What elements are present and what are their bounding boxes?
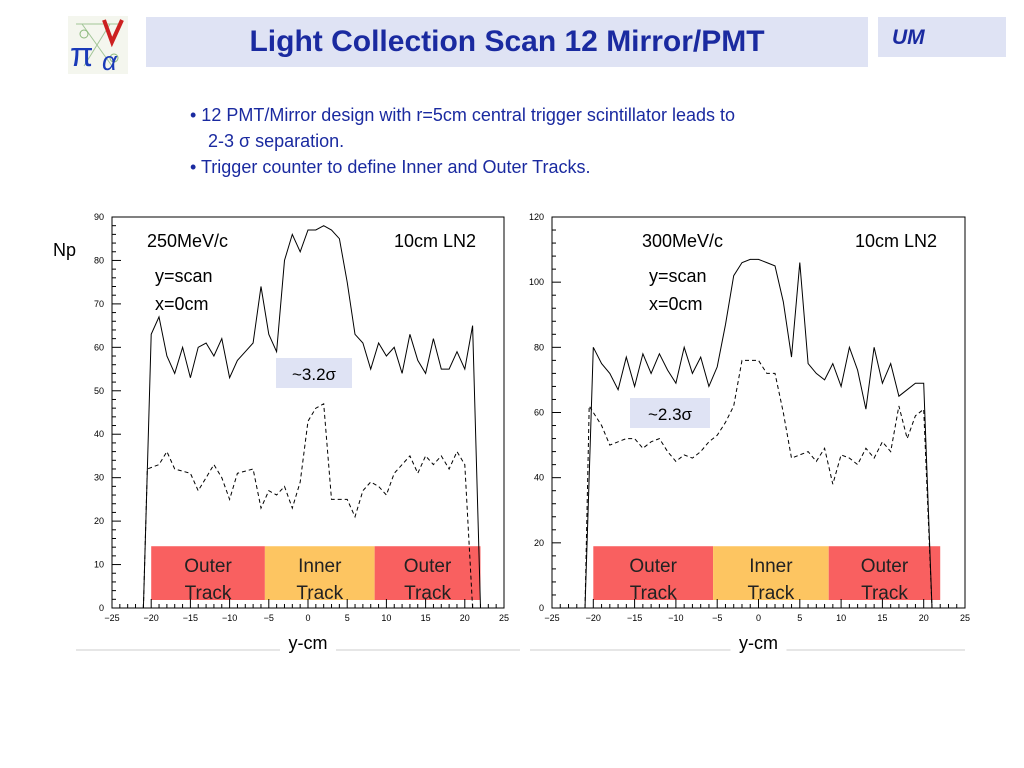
x-tick-label: −25: [544, 613, 559, 623]
track-region-label: Track: [861, 583, 908, 604]
track-region-inner: [264, 546, 375, 600]
series-solid: [584, 258, 933, 609]
x-tick-label: 15: [877, 613, 887, 623]
x-tick-label: −15: [183, 613, 198, 623]
track-region-outer: [374, 546, 481, 600]
chart-250mev: Outer Track Inner Track Outer Track 0 10 20 30 40 5…: [53, 212, 520, 653]
x-tick-label: −10: [222, 613, 237, 623]
track-region-inner: [713, 546, 829, 600]
track-region-outer: [151, 546, 265, 600]
track-region-label: Inner: [749, 556, 793, 577]
track-region-label: Track: [404, 583, 451, 604]
x-tick-label: 25: [960, 613, 970, 623]
y-tick-label: 40: [94, 429, 104, 439]
y-tick-label: 50: [94, 386, 104, 396]
y-tick-label: 70: [94, 299, 104, 309]
pi-nu-logo: π α: [68, 16, 128, 76]
scan-x-label: x=0cm: [155, 294, 209, 314]
momentum-label: 250MeV/c: [147, 231, 228, 251]
x-axis-label: y-cm: [289, 633, 328, 653]
y-axis-label: Np: [53, 240, 76, 260]
x-tick-label: −25: [104, 613, 119, 623]
y-tick-label: 0: [539, 603, 544, 613]
x-tick-label: 20: [460, 613, 470, 623]
y-tick-label: 10: [94, 560, 104, 570]
track-region-label: Outer: [184, 556, 232, 577]
y-tick-label: 20: [94, 516, 104, 526]
track-region-label: Outer: [861, 556, 909, 577]
x-tick-label: −5: [712, 613, 722, 623]
track-region-label: Track: [185, 583, 232, 604]
y-tick-label: 80: [534, 342, 544, 352]
scan-label: y=scan: [649, 266, 707, 286]
track-region-outer: [593, 546, 714, 600]
x-tick-label: 10: [836, 613, 846, 623]
x-tick-label: 5: [345, 613, 350, 623]
series-dashed: [584, 359, 933, 609]
y-tick-label: 90: [94, 212, 104, 222]
x-tick-label: 0: [756, 613, 761, 623]
separation-label: ~2.3σ: [648, 405, 693, 424]
separation-box: [630, 398, 710, 428]
y-tick-label: 60: [94, 342, 104, 352]
x-tick-label: 20: [919, 613, 929, 623]
track-region-label: Track: [630, 583, 677, 604]
y-tick-label: 80: [94, 255, 104, 265]
x-tick-label: 0: [305, 613, 310, 623]
x-tick-label: −20: [586, 613, 601, 623]
svg-text:α: α: [102, 46, 118, 74]
bullet-1-line-2: 2-3 σ separation.: [208, 131, 345, 151]
x-tick-label: 25: [499, 613, 509, 623]
track-region-label: Track: [296, 583, 343, 604]
title-box: Light Collection Scan 12 Mirror/PMT: [146, 17, 868, 67]
target-label: 10cm LN2: [394, 231, 476, 251]
bullet-list: • 12 PMT/Mirror design with r=5cm centra…: [190, 102, 735, 180]
x-tick-label: −15: [627, 613, 642, 623]
y-tick-label: 40: [534, 473, 544, 483]
page-title: Light Collection Scan 12 Mirror/PMT: [249, 25, 765, 58]
momentum-label: 300MeV/c: [642, 231, 723, 251]
track-region-label: Inner: [298, 556, 342, 577]
series-dashed: [142, 402, 474, 609]
y-tick-label: 20: [534, 538, 544, 548]
x-tick-label: −20: [144, 613, 159, 623]
scan-label: y=scan: [155, 266, 213, 286]
track-region-label: Outer: [404, 556, 452, 577]
separation-label: ~3.2σ: [292, 365, 337, 384]
target-label: 10cm LN2: [855, 231, 937, 251]
y-tick-label: 0: [99, 603, 104, 613]
scan-x-label: x=0cm: [649, 294, 703, 314]
x-axis-label: y-cm: [739, 633, 778, 653]
x-tick-label: 10: [381, 613, 391, 623]
y-tick-label: 120: [529, 212, 544, 222]
track-region-label: Track: [747, 583, 794, 604]
um-badge-label: UM: [892, 26, 925, 49]
um-badge: UM: [878, 17, 1006, 57]
y-tick-label: 30: [94, 473, 104, 483]
svg-text:π: π: [70, 36, 93, 74]
bullet-1-line-1: • 12 PMT/Mirror design with r=5cm centra…: [190, 105, 735, 125]
x-tick-label: −5: [264, 613, 274, 623]
bullet-2: • Trigger counter to define Inner and Ou…: [190, 157, 591, 177]
separation-box: [276, 358, 352, 388]
y-tick-label: 60: [534, 408, 544, 418]
x-tick-label: 15: [421, 613, 431, 623]
x-tick-label: −10: [668, 613, 683, 623]
track-region-outer: [828, 546, 941, 600]
series-solid: [135, 225, 481, 609]
x-tick-label: 5: [797, 613, 802, 623]
y-tick-label: 100: [529, 277, 544, 287]
track-region-label: Outer: [629, 556, 677, 577]
chart-300mev: Outer Track Inner Track Outer Track 0 20 40 60 80 1…: [529, 212, 970, 653]
